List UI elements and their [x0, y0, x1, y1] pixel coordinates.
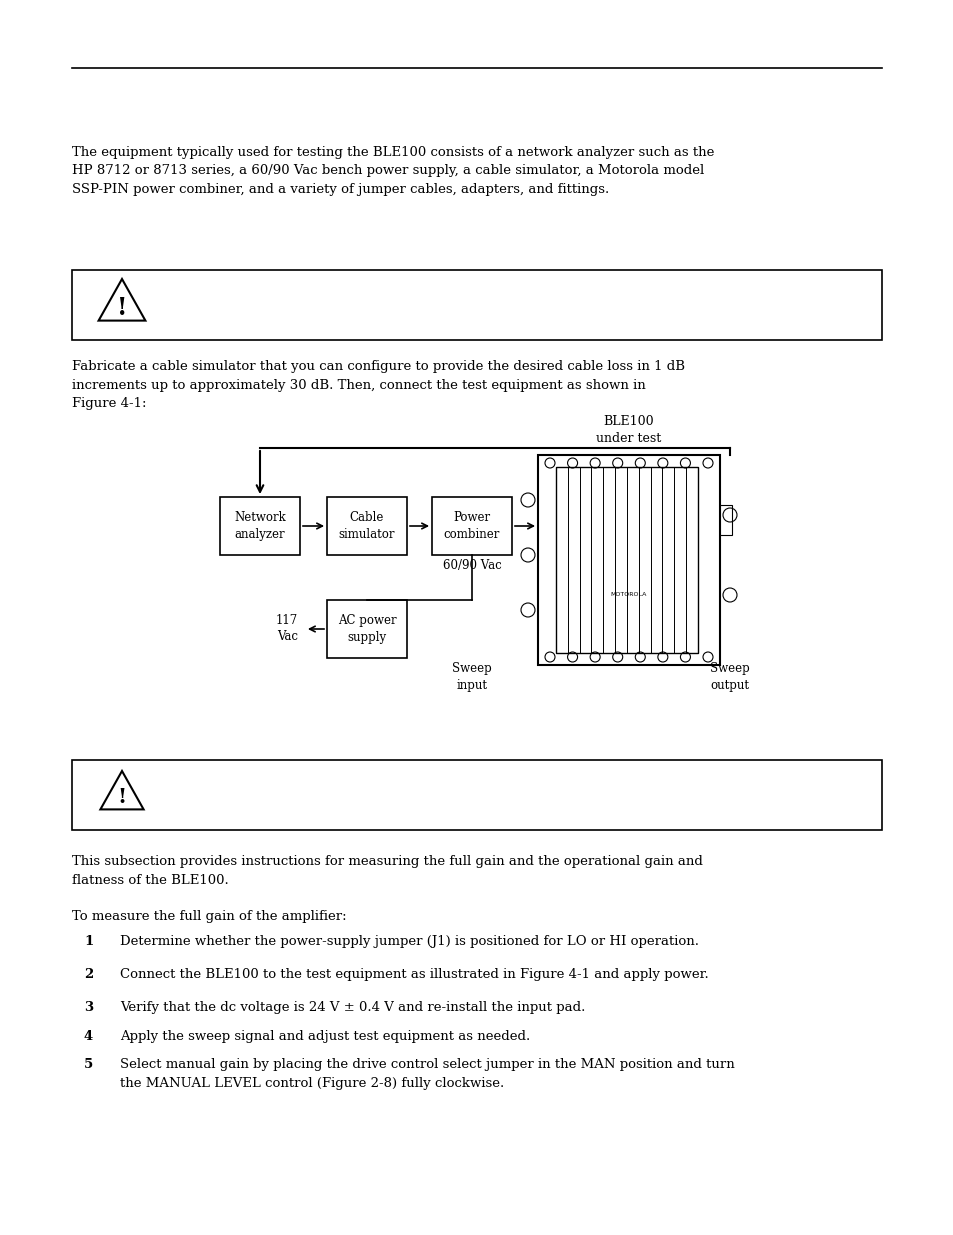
Text: Fabricate a cable simulator that you can configure to provide the desired cable : Fabricate a cable simulator that you can…: [71, 359, 684, 410]
Text: BLE100
under test: BLE100 under test: [596, 415, 661, 445]
Text: Verify that the dc voltage is 24 V ± 0.4 V and re-install the input pad.: Verify that the dc voltage is 24 V ± 0.4…: [120, 1002, 585, 1014]
Bar: [71, 270, 882, 340]
Text: 1: 1: [84, 935, 93, 948]
Text: Power
combiner: Power combiner: [443, 511, 499, 541]
Bar: [327, 496, 407, 555]
Text: 3: 3: [84, 1002, 93, 1014]
Text: Apply the sweep signal and adjust test equipment as needed.: Apply the sweep signal and adjust test e…: [120, 1030, 530, 1044]
Text: AC power
supply: AC power supply: [337, 614, 395, 643]
Text: Determine whether the power-supply jumper (J1) is positioned for LO or HI operat: Determine whether the power-supply jumpe…: [120, 935, 699, 948]
Text: !: !: [117, 787, 127, 806]
Text: Cable
simulator: Cable simulator: [338, 511, 395, 541]
Text: The equipment typically used for testing the BLE100 consists of a network analyz: The equipment typically used for testing…: [71, 146, 714, 195]
Text: Connect the BLE100 to the test equipment as illustrated in Figure 4-1 and apply : Connect the BLE100 to the test equipment…: [120, 968, 708, 981]
Text: 60/90 Vac: 60/90 Vac: [442, 559, 501, 572]
Bar: [432, 496, 512, 555]
Bar: [220, 496, 299, 555]
Bar: [327, 600, 407, 658]
Text: 2: 2: [84, 968, 93, 981]
Text: MOTOROLA: MOTOROLA: [610, 593, 646, 598]
Text: Sweep
output: Sweep output: [709, 662, 749, 692]
Text: Sweep
input: Sweep input: [452, 662, 492, 692]
Text: 117
Vac: 117 Vac: [275, 615, 297, 643]
Bar: [556, 467, 698, 653]
Text: 5: 5: [84, 1058, 93, 1071]
Bar: [537, 454, 720, 664]
Text: !: !: [116, 295, 127, 320]
Text: Select manual gain by placing the drive control select jumper in the MAN positio: Select manual gain by placing the drive …: [120, 1058, 734, 1089]
Text: This subsection provides instructions for measuring the full gain and the operat: This subsection provides instructions fo…: [71, 855, 702, 887]
Bar: [71, 760, 882, 830]
Text: Network
analyzer: Network analyzer: [233, 511, 286, 541]
Bar: [720, 505, 731, 535]
Text: To measure the full gain of the amplifier:: To measure the full gain of the amplifie…: [71, 910, 346, 923]
Text: 4: 4: [84, 1030, 93, 1044]
